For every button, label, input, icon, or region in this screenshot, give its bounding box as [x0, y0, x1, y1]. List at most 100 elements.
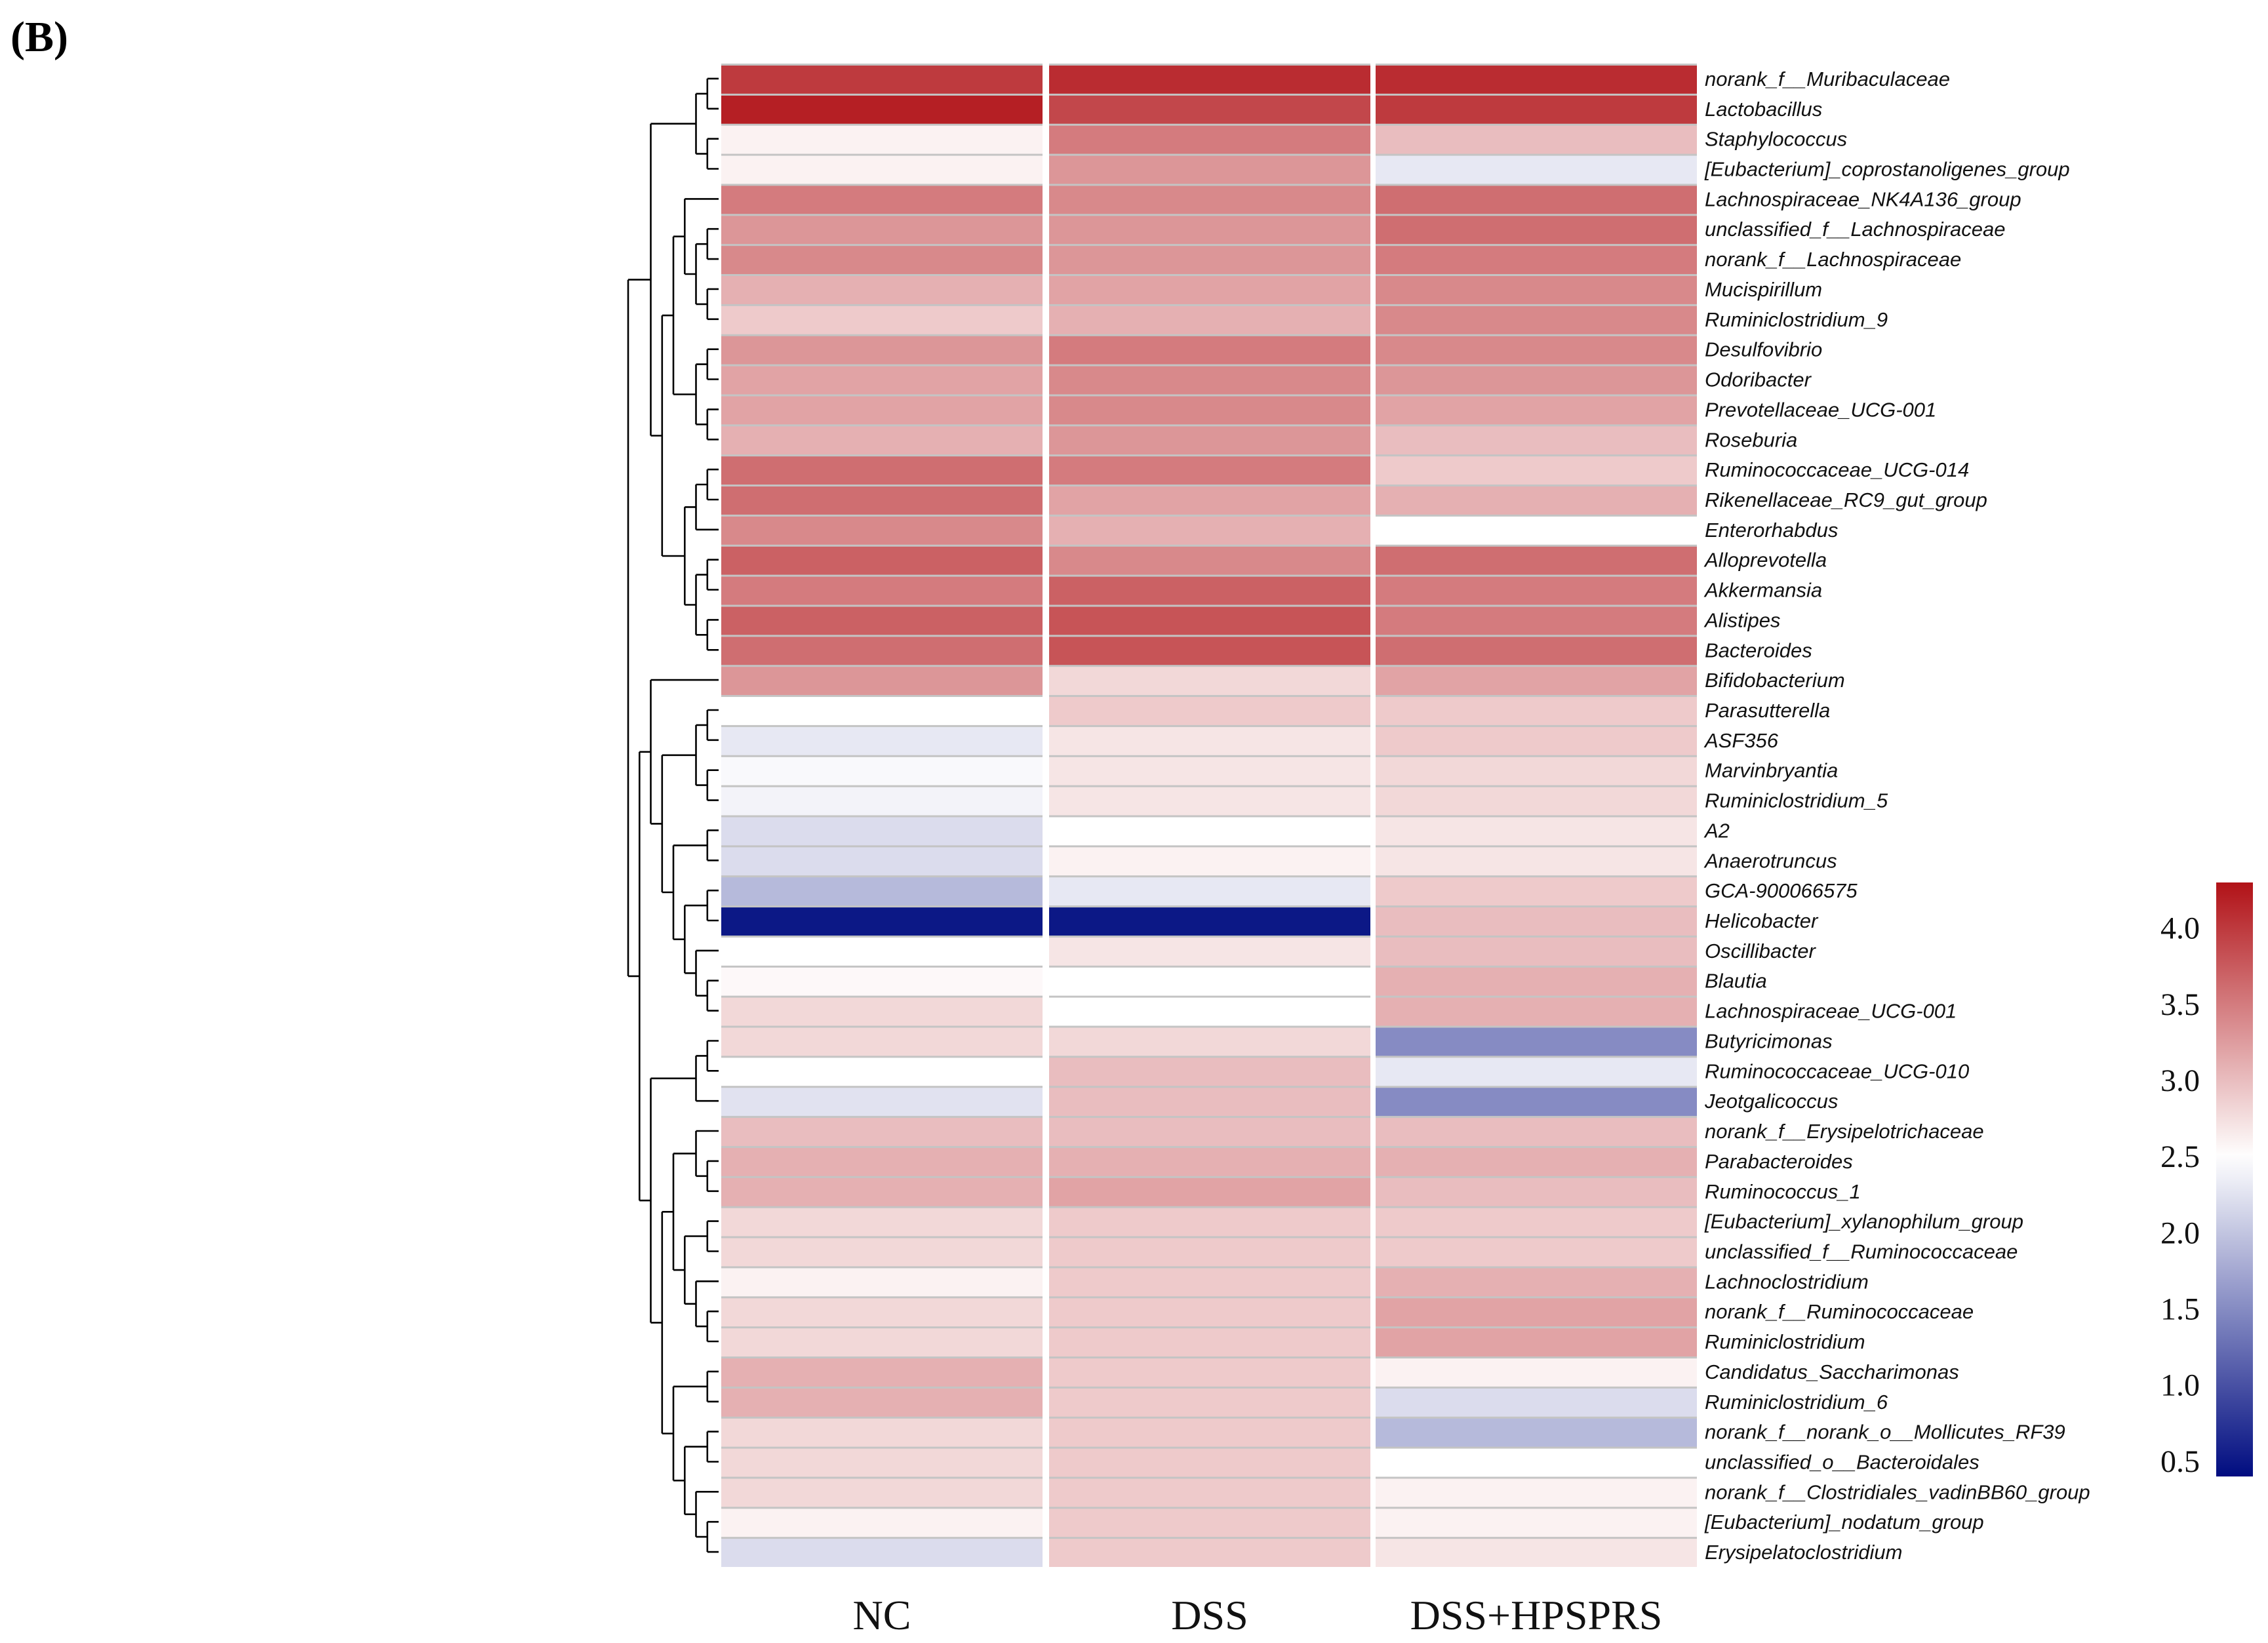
heatmap-cell	[721, 1448, 1043, 1477]
colorbar: 0.5 1.0 1.5 2.0 2.5 3.0 3.5 4.0	[2160, 882, 2253, 1479]
colorbar-tick-label: 2.0	[2160, 1216, 2200, 1250]
heatmap-cell	[1376, 847, 1697, 876]
row-label: Anaerotruncus	[1703, 849, 1837, 872]
heatmap-cell	[721, 576, 1043, 605]
heatmap-cell	[1376, 366, 1697, 395]
heatmap-cell	[1376, 155, 1697, 184]
row-label: norank_f__Lachnospiraceae	[1705, 248, 1961, 271]
heatmap-cell	[1049, 1298, 1370, 1327]
heatmap-cell	[1376, 1058, 1697, 1086]
heatmap-cell	[1049, 246, 1370, 275]
heatmap-cell	[1049, 456, 1370, 485]
row-label: ASF356	[1703, 729, 1779, 752]
heatmap-cell	[721, 1509, 1043, 1537]
heatmap-cell	[1376, 1328, 1697, 1356]
heatmap-cell	[1049, 967, 1370, 996]
heatmap-cell	[721, 606, 1043, 635]
heatmap-cell	[1376, 1509, 1697, 1537]
heatmap-cell	[721, 1358, 1043, 1387]
heatmap-cell	[1376, 1448, 1697, 1477]
heatmap-cell	[721, 1027, 1043, 1056]
heatmap-cell	[1049, 637, 1370, 665]
heatmap-cell	[721, 967, 1043, 996]
row-label: Marvinbryantia	[1705, 759, 1838, 782]
row-label: Lachnoclostridium	[1705, 1270, 1869, 1293]
row-label: Ruminococcaceae_UCG-014	[1705, 458, 1969, 481]
row-label: Alloprevotella	[1703, 549, 1827, 572]
row-label: Ruminiclostridium_6	[1705, 1391, 1888, 1414]
row-label: [Eubacterium]_nodatum_group	[1704, 1511, 1984, 1534]
heatmap-cell	[1376, 186, 1697, 214]
heatmap-cell	[1049, 336, 1370, 365]
colorbar-tick-label: 2.5	[2160, 1139, 2200, 1174]
heatmap-cell	[721, 997, 1043, 1026]
row-label: Lachnospiraceae_UCG-001	[1705, 1000, 1957, 1023]
colorbar-tick-label: 4.0	[2160, 911, 2200, 946]
heatmap-cell	[1049, 366, 1370, 395]
heatmap-cell	[1376, 1388, 1697, 1417]
heatmap-cell	[721, 1298, 1043, 1327]
row-label: Ruminiclostridium_9	[1705, 308, 1888, 331]
row-label: Staphylococcus	[1705, 128, 1847, 151]
row-label: Butyricimonas	[1705, 1029, 1833, 1052]
heatmap-cell	[1049, 1418, 1370, 1447]
row-label: Odoribacter	[1705, 368, 1812, 391]
row-label: Ruminococcaceae_UCG-010	[1705, 1059, 1969, 1082]
row-dendrogram	[627, 77, 719, 1553]
colorbar-tick-label: 0.5	[2160, 1444, 2200, 1479]
heatmap-cell	[721, 66, 1043, 94]
heatmap-cell	[1376, 997, 1697, 1026]
heatmap-cell	[1049, 426, 1370, 455]
heatmap-cell	[1376, 576, 1697, 605]
heatmap-cell	[1376, 667, 1697, 696]
row-label: unclassified_f__Ruminococcaceae	[1705, 1240, 2018, 1263]
heatmap-cell	[721, 155, 1043, 184]
heatmap-cell	[1049, 186, 1370, 214]
heatmap-cell	[1376, 1238, 1697, 1267]
heatmap-cell	[1049, 1027, 1370, 1056]
heatmap-cell	[1049, 276, 1370, 304]
heatmap-cell	[721, 186, 1043, 214]
heatmap-cell	[1049, 216, 1370, 245]
row-label: Ruminococcus_1	[1705, 1180, 1861, 1203]
heatmap-cell	[1376, 1118, 1697, 1146]
heatmap-cell	[1049, 155, 1370, 184]
row-label: unclassified_o__Bacteroidales	[1705, 1450, 1980, 1473]
heatmap-cell	[1049, 1088, 1370, 1117]
heatmap-cell	[1049, 516, 1370, 545]
heatmap-cell	[1049, 1268, 1370, 1297]
heatmap-cell	[1049, 576, 1370, 605]
heatmap-cell	[721, 426, 1043, 455]
row-label: norank_f__norank_o__Mollicutes_RF39	[1705, 1421, 2065, 1444]
heatmap-cell	[1376, 1088, 1697, 1117]
heatmap-cell	[721, 516, 1043, 545]
heatmap-cell	[1049, 1118, 1370, 1146]
row-label: norank_f__Erysipelotrichaceae	[1705, 1120, 1984, 1143]
heatmap-cell	[1376, 1478, 1697, 1507]
heatmap-cell	[721, 1328, 1043, 1356]
heatmap-cell	[1376, 1208, 1697, 1237]
colorbar-tick-label: 3.0	[2160, 1063, 2200, 1098]
heatmap-cell	[721, 637, 1043, 665]
heatmap-cell	[1376, 637, 1697, 665]
heatmap-cell	[721, 486, 1043, 515]
heatmap-cell	[721, 306, 1043, 334]
heatmap-cell	[721, 1118, 1043, 1146]
row-label: Rikenellaceae_RC9_gut_group	[1705, 488, 1987, 511]
row-label: Mucispirillum	[1705, 278, 1822, 301]
heatmap-cell	[1049, 997, 1370, 1026]
heatmap-cell	[1049, 125, 1370, 154]
heatmap-cell	[721, 1539, 1043, 1567]
heatmap-cell	[1376, 95, 1697, 124]
heatmap-cells	[721, 64, 1697, 1567]
heatmap-cell	[721, 787, 1043, 816]
heatmap-cell	[1049, 1058, 1370, 1086]
heatmap-cell	[1376, 486, 1697, 515]
heatmap-cell	[1376, 246, 1697, 275]
heatmap-cell	[1376, 1298, 1697, 1327]
heatmap-cell	[1376, 606, 1697, 635]
heatmap-cell	[721, 246, 1043, 275]
heatmap-cell	[1049, 1539, 1370, 1567]
heatmap-cell	[721, 1238, 1043, 1267]
